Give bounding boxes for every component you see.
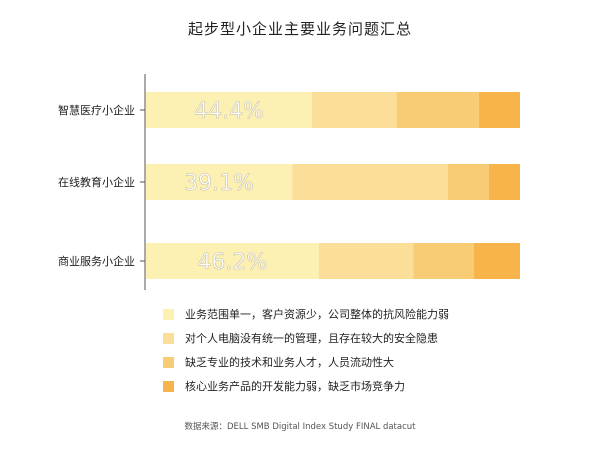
data-label: 46.2%: [197, 250, 267, 275]
bar-segment: [146, 164, 293, 200]
bar-segment: [473, 243, 520, 279]
bar-segment: [312, 92, 397, 128]
legend-label: 对个人电脑没有统一的管理，且存在较大的安全隐患: [185, 332, 438, 345]
legend-label: 核心业务产品的开发能力弱，缺乏市场竞争力: [185, 380, 405, 393]
bar-segment: [318, 243, 414, 279]
category-label: 智慧医疗小企业: [58, 103, 135, 117]
bar-segment: [396, 92, 479, 128]
data-label: 39.1%: [184, 171, 254, 196]
stacked-bar-chart: 智慧医疗小企业 44.4% 在线教育小企业 39.1% 商业服务小企业 46.2%: [58, 74, 520, 290]
legend-label: 业务范围单一，客户资源少，公司整体的抗风险能力弱: [185, 308, 449, 321]
legend-item: 对个人电脑没有统一的管理，且存在较大的安全隐患: [163, 326, 449, 350]
bar-segment: [146, 243, 319, 279]
bar-segment: [413, 243, 474, 279]
category-label: 在线教育小企业: [58, 175, 135, 189]
bar-segment: [146, 92, 313, 128]
legend-swatch: [163, 308, 174, 320]
data-label: 44.4%: [194, 99, 264, 124]
bar-segment: [488, 164, 520, 200]
legend-item: 业务范围单一，客户资源少，公司整体的抗风险能力弱: [163, 302, 449, 326]
legend: 业务范围单一，客户资源少，公司整体的抗风险能力弱 对个人电脑没有统一的管理，且存…: [163, 302, 449, 398]
legend-label: 缺乏专业的技术和业务人才，人员流动性大: [185, 356, 394, 369]
bar-segment: [447, 164, 489, 200]
legend-swatch: [163, 356, 174, 368]
bar-segment: [478, 92, 520, 128]
legend-swatch: [163, 380, 174, 392]
source-note: 数据来源：DELL SMB Digital Index Study FINAL …: [184, 422, 416, 432]
category-label: 商业服务小企业: [58, 254, 135, 268]
legend-item: 缺乏专业的技术和业务人才，人员流动性大: [163, 350, 449, 374]
legend-swatch: [163, 332, 174, 344]
bar-segment: [292, 164, 448, 200]
legend-item: 核心业务产品的开发能力弱，缺乏市场竞争力: [163, 374, 449, 398]
chart-title: 起步型小企业主要业务问题汇总: [187, 20, 412, 38]
